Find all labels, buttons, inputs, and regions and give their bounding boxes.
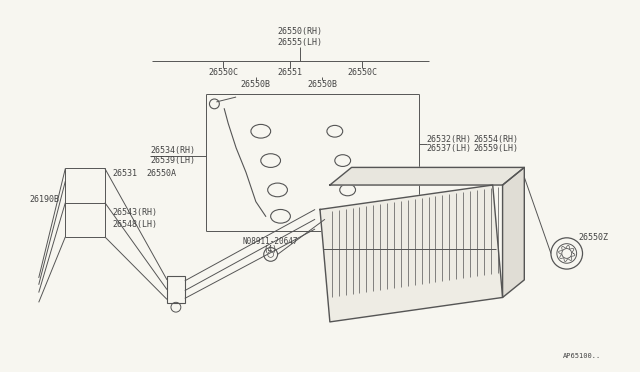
Text: 26559(LH): 26559(LH) <box>473 144 518 153</box>
Text: 26550A: 26550A <box>147 169 176 178</box>
Text: 26190B: 26190B <box>29 195 60 204</box>
Text: (4): (4) <box>264 245 278 254</box>
Text: 26550Z: 26550Z <box>579 233 609 242</box>
Bar <box>167 276 185 303</box>
Text: 26554(RH): 26554(RH) <box>473 135 518 144</box>
Polygon shape <box>502 167 524 298</box>
Text: 26534(RH): 26534(RH) <box>150 146 195 155</box>
Text: 26550B: 26550B <box>307 80 337 89</box>
Text: N08911-20647: N08911-20647 <box>243 237 298 246</box>
Text: AP65100..: AP65100.. <box>563 353 602 359</box>
Text: 26550(RH): 26550(RH) <box>278 27 323 36</box>
Text: 26539(LH): 26539(LH) <box>150 156 195 165</box>
Text: 26550C: 26550C <box>348 68 378 77</box>
Text: 26550C: 26550C <box>208 68 238 77</box>
Text: 26550B: 26550B <box>241 80 271 89</box>
Polygon shape <box>320 185 502 322</box>
Text: 26537(LH): 26537(LH) <box>427 144 472 153</box>
Bar <box>335 209 382 227</box>
Polygon shape <box>330 167 524 185</box>
Text: 26548(LH): 26548(LH) <box>113 219 157 229</box>
Text: 26531: 26531 <box>113 169 138 178</box>
Text: 26543(RH): 26543(RH) <box>113 208 157 217</box>
Text: 26555(LH): 26555(LH) <box>278 38 323 47</box>
Text: 26551: 26551 <box>278 68 303 77</box>
Text: 26532(RH): 26532(RH) <box>427 135 472 144</box>
